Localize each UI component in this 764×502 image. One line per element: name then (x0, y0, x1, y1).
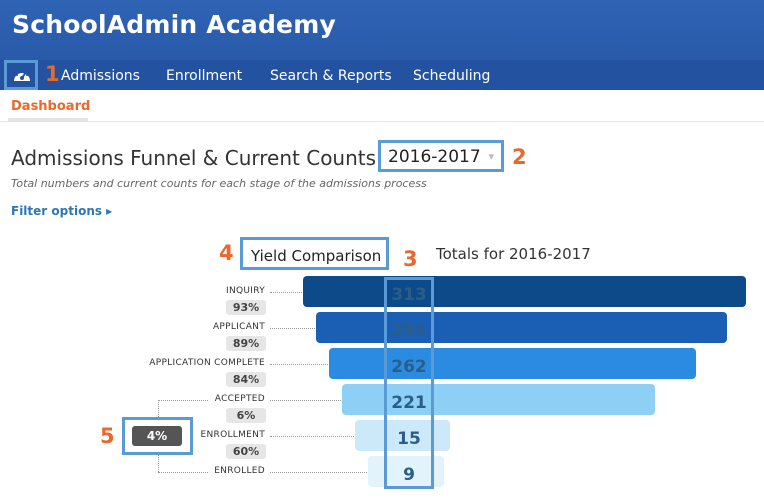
stage-label-enrolled: ENROLLED (214, 466, 265, 476)
filter-options-link[interactable]: Filter options ▸ (11, 204, 113, 218)
year-select[interactable]: 2016-2017 ▾ (378, 140, 504, 172)
count-applicant: 294 (391, 321, 427, 341)
count-application-complete: 262 (391, 357, 427, 377)
overall-leader-bottom (158, 472, 208, 473)
funnel-bar-enrollment[interactable] (355, 420, 450, 451)
sub-nav: Dashboard (0, 90, 764, 122)
count-accepted: 221 (391, 393, 427, 413)
year-select-value: 2016-2017 (388, 147, 481, 167)
annotation-marker-3: 3 (403, 247, 418, 271)
annotation-marker-1: 1 (45, 62, 60, 86)
leader-line (270, 328, 317, 329)
speedometer-icon (14, 70, 30, 81)
nav-item-scheduling[interactable]: Scheduling (413, 68, 491, 84)
stage-label-application-complete: APPLICATION COMPLETE (149, 358, 265, 368)
tab-underline (8, 118, 88, 121)
overall-leader-vertical (158, 455, 159, 472)
tab-dashboard[interactable]: Dashboard (11, 99, 91, 114)
page-description: Total numbers and current counts for eac… (11, 177, 427, 190)
count-enrolled: 9 (403, 465, 415, 485)
stage-label-accepted: ACCEPTED (214, 394, 265, 404)
leader-line (270, 472, 369, 473)
nav-item-enrollment[interactable]: Enrollment (166, 68, 243, 84)
count-enrollment: 15 (397, 429, 421, 449)
main-nav: Admissions Enrollment Search & Reports S… (0, 60, 764, 90)
conversion-badge: 84% (226, 372, 266, 387)
overall-leader-top (158, 400, 208, 401)
overall-conversion-badge: 4% (132, 426, 182, 446)
funnel-bar-application-complete[interactable] (329, 348, 696, 379)
count-inquiry: 313 (391, 285, 427, 305)
stage-label-inquiry: INQUIRY (226, 286, 265, 296)
conversion-badge: 89% (226, 336, 266, 351)
page-title: Admissions Funnel & Current Counts (11, 146, 377, 170)
yield-comparison-button[interactable]: Yield Comparison (240, 237, 389, 270)
leader-line (270, 436, 356, 437)
yield-comparison-label: Yield Comparison (251, 247, 382, 265)
overall-conversion-box[interactable]: 4% (122, 417, 193, 455)
totals-heading: Totals for 2016-2017 (436, 245, 591, 263)
conversion-badge: 6% (226, 408, 266, 423)
totals-column: 313 294 262 221 15 9 (384, 277, 434, 489)
conversion-badge: 60% (226, 444, 266, 459)
leader-line (270, 292, 304, 293)
stage-label-applicant: APPLICANT (212, 322, 265, 332)
nav-item-search-reports[interactable]: Search & Reports (270, 68, 392, 84)
overall-leader-vertical (158, 400, 159, 417)
dashboard-nav-button[interactable] (4, 60, 38, 90)
nav-item-admissions[interactable]: Admissions (61, 68, 140, 84)
funnel-bar-inquiry[interactable] (303, 276, 746, 307)
annotation-marker-5: 5 (100, 424, 115, 448)
funnel-bar-accepted[interactable] (342, 384, 655, 415)
stage-label-enrollment: ENROLLMENT (200, 430, 265, 440)
leader-line (270, 364, 330, 365)
conversion-badge: 93% (226, 300, 266, 315)
app-title: SchoolAdmin Academy (12, 10, 336, 39)
chevron-down-icon: ▾ (488, 151, 494, 163)
annotation-marker-4: 4 (219, 241, 234, 265)
funnel-bar-applicant[interactable] (316, 312, 727, 343)
leader-line (270, 400, 343, 401)
annotation-marker-2: 2 (512, 145, 527, 169)
